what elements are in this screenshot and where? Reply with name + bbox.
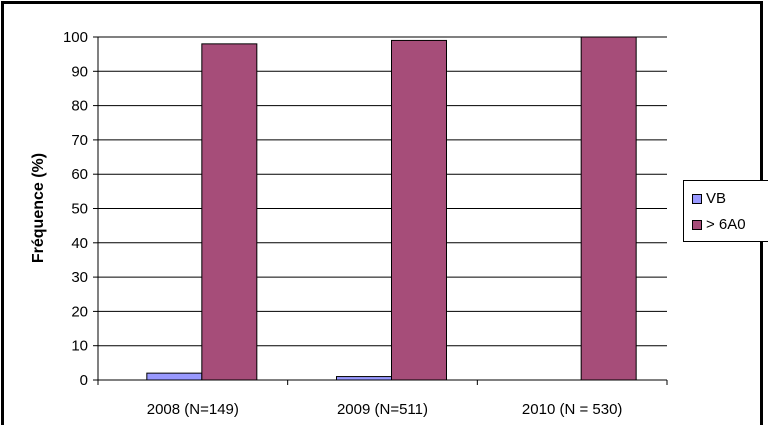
bar <box>580 36 637 381</box>
legend-swatch-6a0 <box>692 219 702 230</box>
bar <box>336 376 392 381</box>
y-axis-title: Fréquence (%) <box>30 153 47 263</box>
legend-item-vb: VB <box>692 190 726 207</box>
legend-label-6a0: > 6A0 <box>706 216 746 233</box>
x-tick-label: 2008 (N=149) <box>147 401 239 418</box>
y-tick-label: 90 <box>71 63 88 80</box>
x-tick-label: 2010 (N = 530) <box>522 401 622 418</box>
y-tick-label: 100 <box>63 29 88 46</box>
bar <box>391 39 447 381</box>
y-tick-label: 50 <box>71 201 88 218</box>
ticks: 0 10 20 30 40 50 60 70 80 90 100 2008 (N=149) 2009 (… <box>63 29 668 418</box>
y-tick-label: 40 <box>71 235 88 252</box>
y-tick-label: 80 <box>71 98 88 115</box>
legend-item-6a0: > 6A0 <box>692 216 746 233</box>
legend: VB > 6A0 <box>683 180 768 242</box>
y-tick-label: 60 <box>71 166 88 183</box>
bar <box>201 43 258 381</box>
x-tick-label: 2009 (N=511) <box>337 401 428 418</box>
y-tick-label: 30 <box>71 269 88 286</box>
legend-swatch-vb <box>692 193 702 204</box>
grid <box>98 36 667 347</box>
y-tick-label: 20 <box>71 303 88 320</box>
legend-label-vb: VB <box>706 190 727 207</box>
y-tick-label: 0 <box>80 372 88 389</box>
y-tick-label: 10 <box>71 338 88 355</box>
y-tick-label: 70 <box>71 132 88 149</box>
bar <box>146 372 203 381</box>
